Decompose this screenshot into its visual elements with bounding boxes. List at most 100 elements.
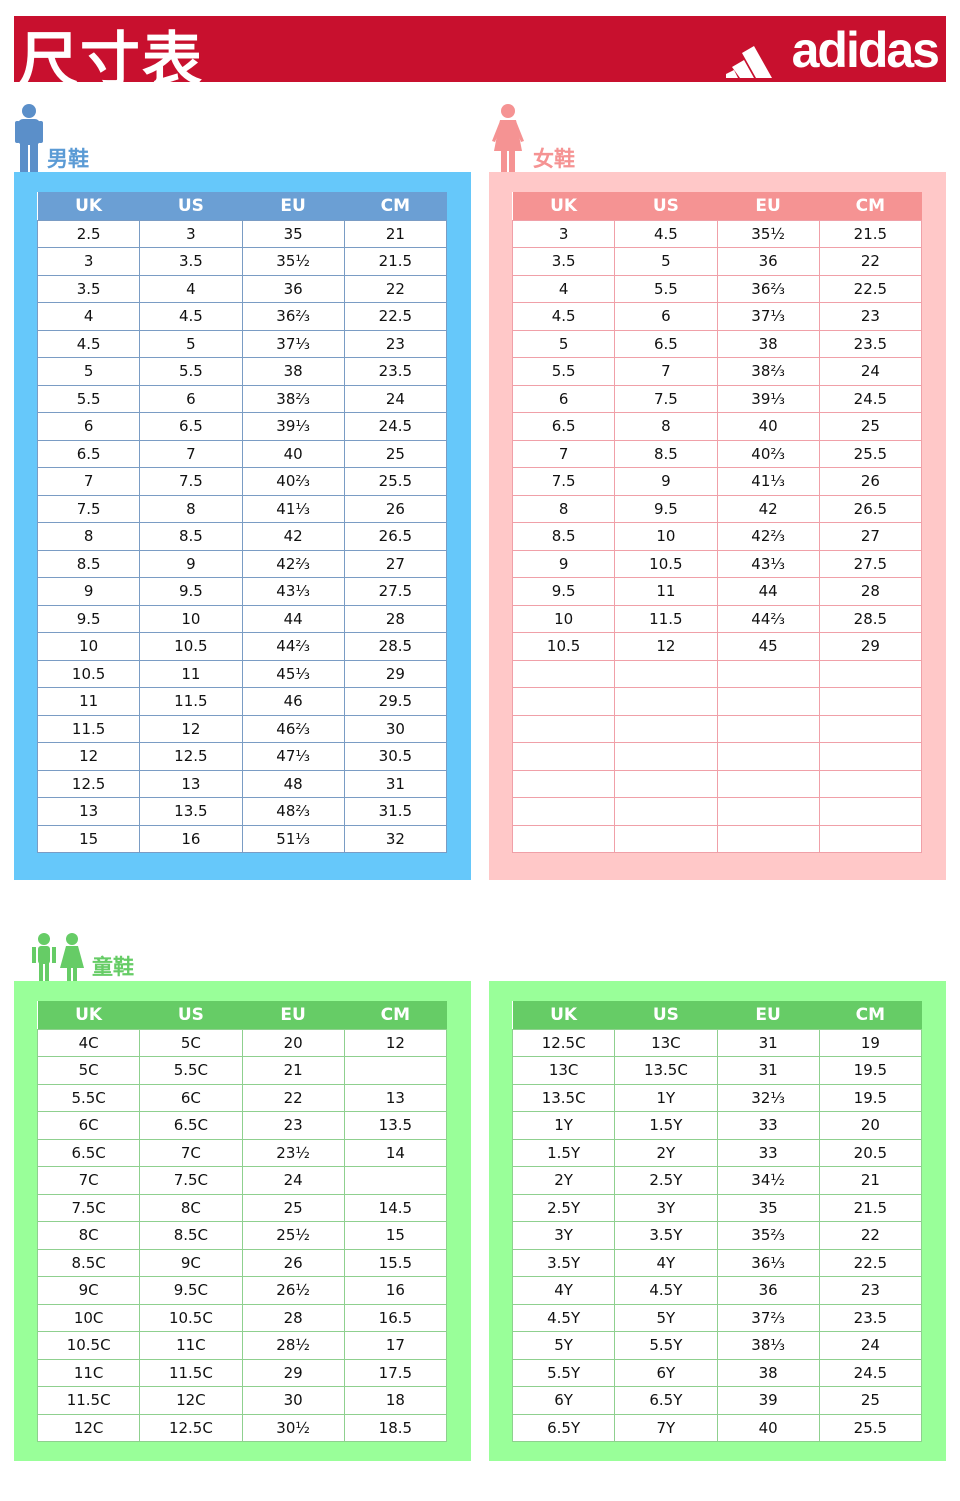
table-row: 12 12.5 47⅓ 30.5 [36, 742, 448, 771]
size-cell-uk: 11.5 [36, 714, 141, 743]
size-cell-us: 4Y [614, 1248, 718, 1277]
size-cell-uk: 10.5 [511, 632, 616, 661]
size-cell-cm: 31 [343, 769, 448, 798]
table-row: 11.5 12 46⅔ 30 [36, 714, 448, 743]
size-cell-us: 7 [139, 439, 243, 468]
table-row: 4 5.5 36⅔ 22.5 [511, 274, 923, 303]
size-cell-uk [511, 769, 616, 798]
size-cell-cm: 27.5 [818, 549, 923, 578]
table-row: 13 13.5 48⅔ 31.5 [36, 797, 448, 826]
size-cell-cm: 13 [343, 1083, 448, 1112]
table-row: 5.5C 6C 22 13 [36, 1083, 448, 1112]
size-cell-cm: 21.5 [818, 219, 923, 248]
size-cell-uk: 7.5 [511, 467, 616, 496]
size-cell-us: 3.5 [139, 247, 243, 276]
size-cell-uk: 3.5Y [511, 1248, 616, 1277]
table-row: 3Y 3.5Y 35⅔ 22 [511, 1221, 923, 1250]
size-cell-us: 13.5 [139, 797, 243, 826]
size-cell-eu: 21 [241, 1056, 345, 1085]
table-row: 2Y 2.5Y 34½ 21 [511, 1166, 923, 1195]
size-cell-cm: 27 [818, 522, 923, 551]
size-cell-uk: 15 [36, 824, 141, 853]
size-cell-us: 7Y [614, 1413, 718, 1442]
children-icon [32, 933, 84, 982]
size-cell-uk: 6.5 [511, 412, 616, 441]
table-row: 4.5 6 37⅓ 23 [511, 302, 923, 331]
table-row: 4 4.5 36⅔ 22.5 [36, 302, 448, 331]
size-cell-cm: 23 [818, 302, 923, 331]
size-cell-uk [511, 714, 616, 743]
size-cell-cm: 21 [343, 219, 448, 248]
size-cell-eu: 36⅓ [716, 1248, 820, 1277]
size-cell-eu: 44⅔ [241, 632, 345, 661]
size-cell-us: 7 [614, 357, 718, 386]
table-row: 2.5Y 3Y 35 21.5 [511, 1193, 923, 1222]
size-cell-cm: 21.5 [818, 1193, 923, 1222]
size-cell-eu: 38⅓ [716, 1331, 820, 1360]
size-cell-cm: 28 [818, 577, 923, 606]
size-cell-us: 9C [139, 1248, 243, 1277]
table-row: 9 10.5 43⅓ 27.5 [511, 549, 923, 578]
size-cell-us: 11.5C [139, 1358, 243, 1387]
header-banner: 尺寸表 adidas [14, 16, 946, 96]
size-cell-uk: 7 [36, 467, 141, 496]
size-cell-us: 3.5Y [614, 1221, 718, 1250]
table-row: 5.5Y 6Y 38 24.5 [511, 1358, 923, 1387]
size-cell-uk: 10 [36, 632, 141, 661]
size-cell-uk: 8.5 [511, 522, 616, 551]
size-cell-uk: 5 [511, 329, 616, 358]
size-cell-us: 13.5C [614, 1056, 718, 1085]
size-cell-eu: 30 [241, 1386, 345, 1415]
column-header-us: US [177, 1004, 204, 1025]
size-cell-eu: 38 [241, 357, 345, 386]
woman-icon [492, 104, 524, 173]
table-row: 12.5 13 48 31 [36, 769, 448, 798]
size-cell-eu: 26½ [241, 1276, 345, 1305]
table-row: 6.5 8 40 25 [511, 412, 923, 441]
column-header-eu: EU [755, 195, 781, 216]
size-cell-uk: 12C [36, 1413, 141, 1442]
size-cell-cm: 15 [343, 1221, 448, 1250]
table-row: 9.5 10 44 28 [36, 604, 448, 633]
size-cell-uk: 10.5C [36, 1331, 141, 1360]
size-cell-cm: 22 [343, 274, 448, 303]
size-cell-eu: 32⅓ [716, 1083, 820, 1112]
size-cell-eu: 33 [716, 1111, 820, 1140]
table-row: 6.5Y 7Y 40 25.5 [511, 1413, 923, 1442]
size-cell-us: 6.5 [139, 412, 243, 441]
size-cell-uk: 11C [36, 1358, 141, 1387]
size-cell-us: 7C [139, 1138, 243, 1167]
size-cell-uk: 8.5 [36, 549, 141, 578]
column-header-uk: UK [75, 1004, 103, 1025]
table-row: 3 4.5 35½ 21.5 [511, 219, 923, 248]
table-row: 2.5 3 35 21 [36, 219, 448, 248]
size-cell-uk: 6.5 [36, 439, 141, 468]
size-cell-cm: 17 [343, 1331, 448, 1360]
table-row: 13.5C 1Y 32⅓ 19.5 [511, 1083, 923, 1112]
size-cell-uk: 13C [511, 1056, 616, 1085]
size-cell-eu: 40 [716, 1413, 820, 1442]
table-row: 4Y 4.5Y 36 23 [511, 1276, 923, 1305]
size-cell-uk: 7 [511, 439, 616, 468]
size-cell-us: 5.5 [139, 357, 243, 386]
size-cell-us: 7.5 [614, 384, 718, 413]
size-cell-uk: 5C [36, 1056, 141, 1085]
size-cell-cm [343, 1166, 448, 1195]
table-row: 5.5 6 38⅔ 24 [36, 384, 448, 413]
size-cell-uk: 2Y [511, 1166, 616, 1195]
size-cell-us [614, 769, 718, 798]
size-cell-eu: 25½ [241, 1221, 345, 1250]
size-cell-eu: 24 [241, 1166, 345, 1195]
size-cell-uk: 3 [511, 219, 616, 248]
column-header-us: US [177, 195, 204, 216]
size-cell-uk: 10C [36, 1303, 141, 1332]
column-header-us: US [652, 1004, 679, 1025]
table-row: 11C 11.5C 29 17.5 [36, 1358, 448, 1387]
size-cell-uk: 1Y [511, 1111, 616, 1140]
table-row: 5.5 7 38⅔ 24 [511, 357, 923, 386]
size-cell-cm: 25.5 [343, 467, 448, 496]
size-cell-eu: 43⅓ [241, 577, 345, 606]
table-row: 6 6.5 39⅓ 24.5 [36, 412, 448, 441]
size-cell-eu: 45⅓ [241, 659, 345, 688]
size-cell-cm: 30 [343, 714, 448, 743]
